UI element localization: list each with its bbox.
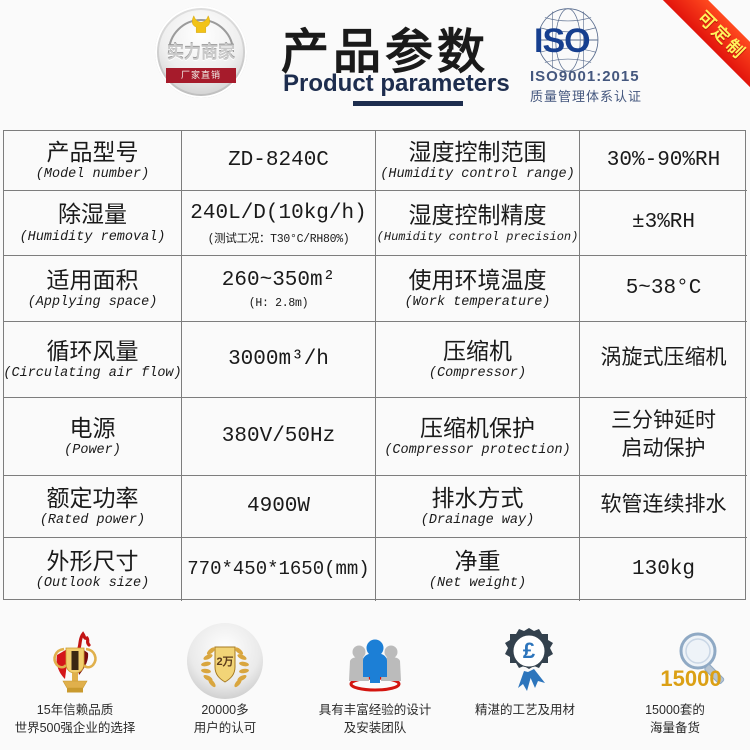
svg-text:2万: 2万 <box>216 655 233 668</box>
svg-text:£: £ <box>523 638 536 663</box>
